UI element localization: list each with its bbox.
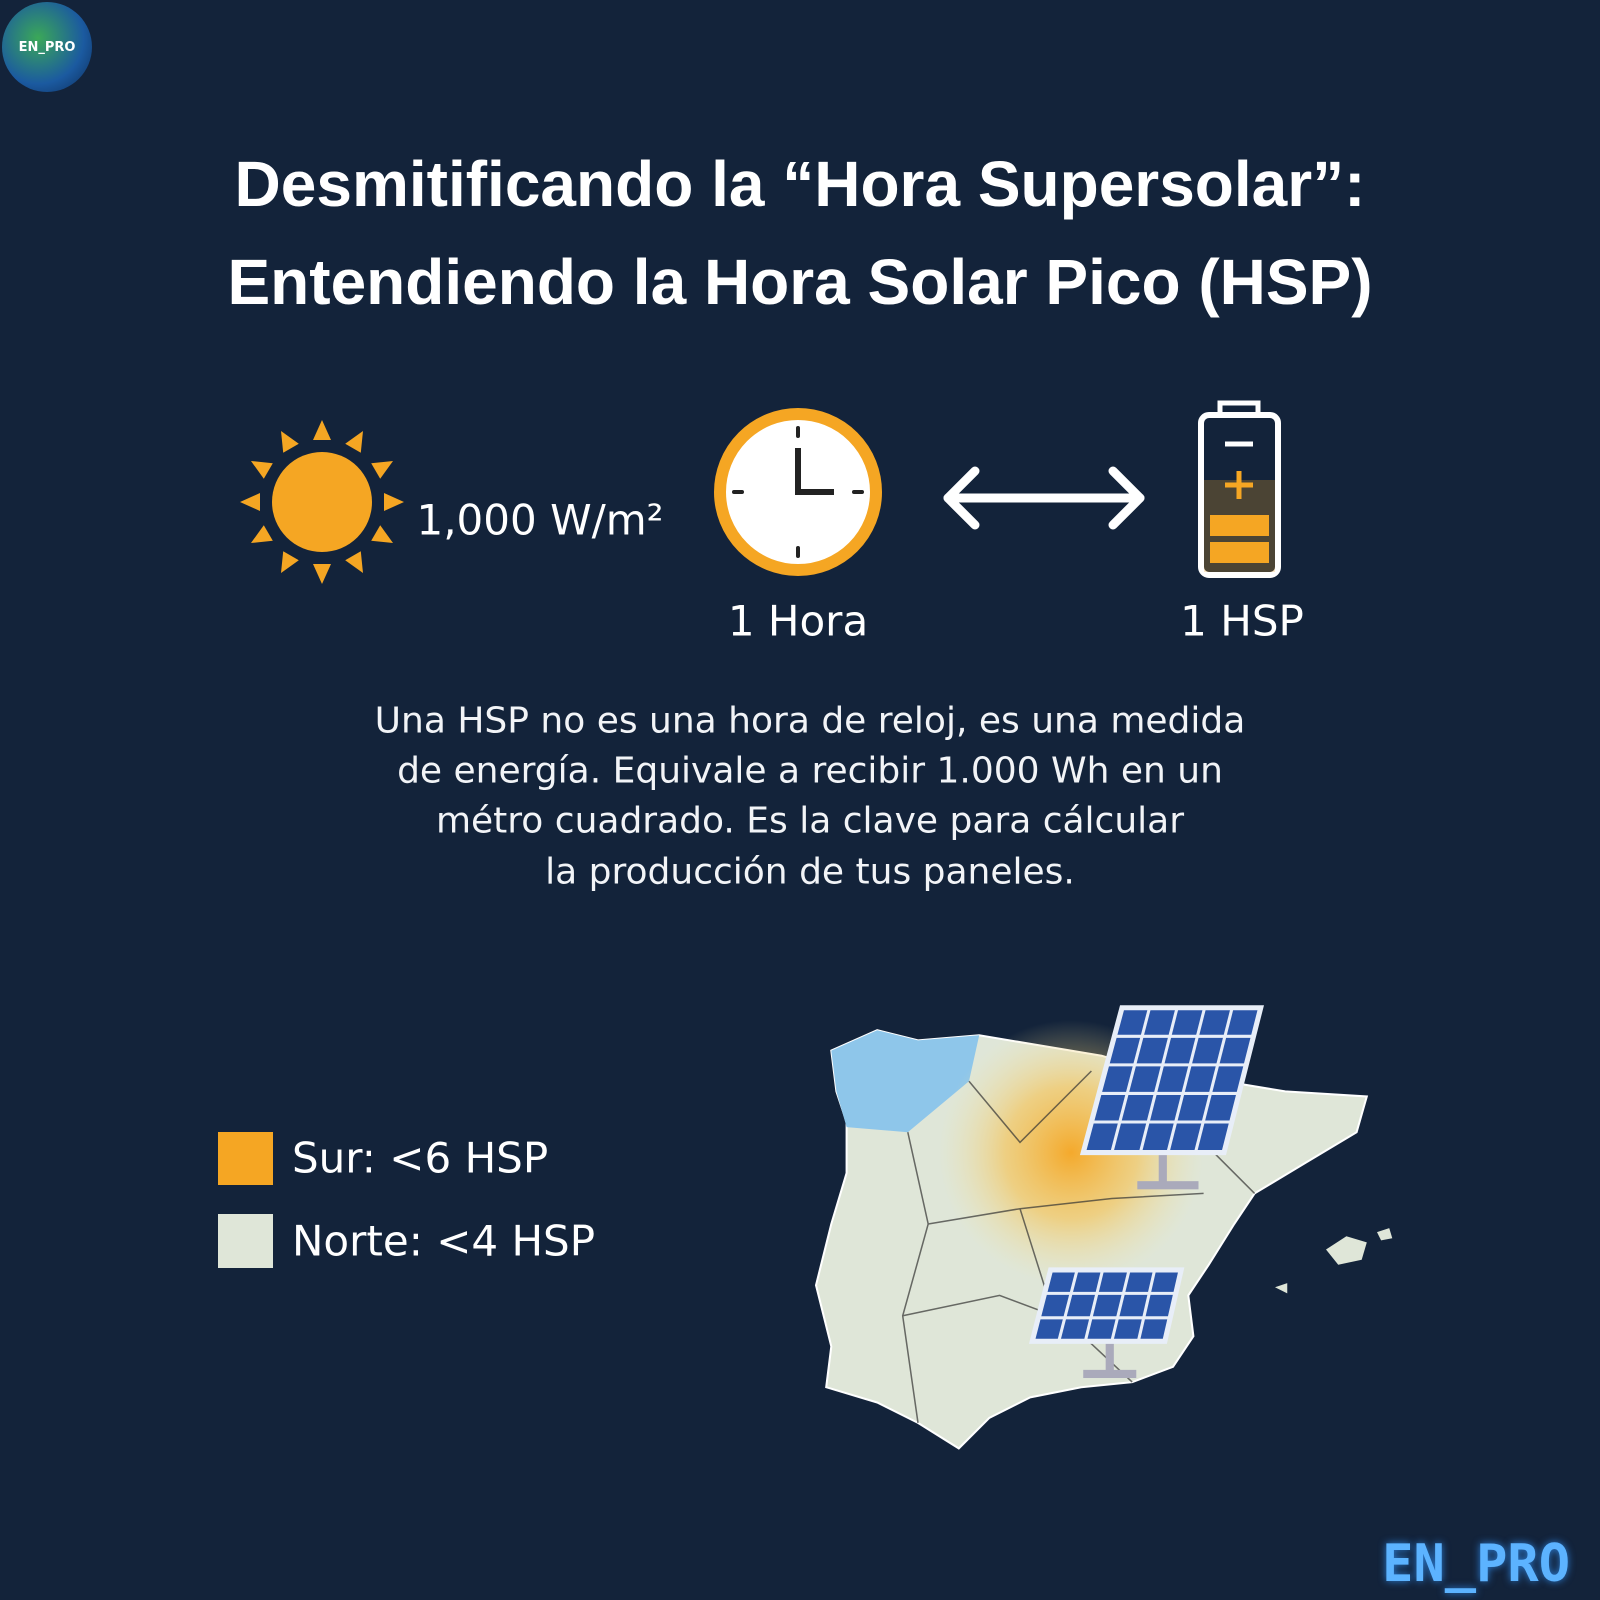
title-line: Desmitificando la “Hora Supersolar”: xyxy=(234,148,1366,220)
legend-label: Sur: <6 HSP xyxy=(292,1133,549,1183)
title-line: Entendiendo la Hora Solar Pico (HSP) xyxy=(227,246,1373,318)
solar-panel xyxy=(1079,1005,1264,1190)
footer-brand: EN_PRO xyxy=(1382,1534,1570,1594)
legend-label: Norte: <4 HSP xyxy=(292,1216,596,1266)
battery-icon xyxy=(1198,400,1281,578)
logo: EN_PRO xyxy=(2,2,92,92)
legend-swatch xyxy=(218,1214,273,1268)
solar-panel xyxy=(1028,1267,1185,1379)
description-line: métro cuadrado. Es la clave para cálcula… xyxy=(435,800,1185,842)
description-line: Una HSP no es una hora de reloj, es una … xyxy=(374,700,1246,742)
spain-map xyxy=(814,1005,1393,1450)
sun-icon xyxy=(240,420,404,584)
description-line: de energía. Equivale a recibir 1.000 Wh … xyxy=(397,750,1223,792)
double-arrow xyxy=(943,466,1145,530)
irradiance-label: 1,000 W/m² xyxy=(416,495,664,545)
clock-label: 1 Hora xyxy=(727,596,869,646)
legend-swatch xyxy=(218,1132,273,1185)
description-line: la producción de tus paneles. xyxy=(545,851,1075,893)
clock-icon xyxy=(714,408,882,576)
battery-label: 1 HSP xyxy=(1180,596,1304,646)
